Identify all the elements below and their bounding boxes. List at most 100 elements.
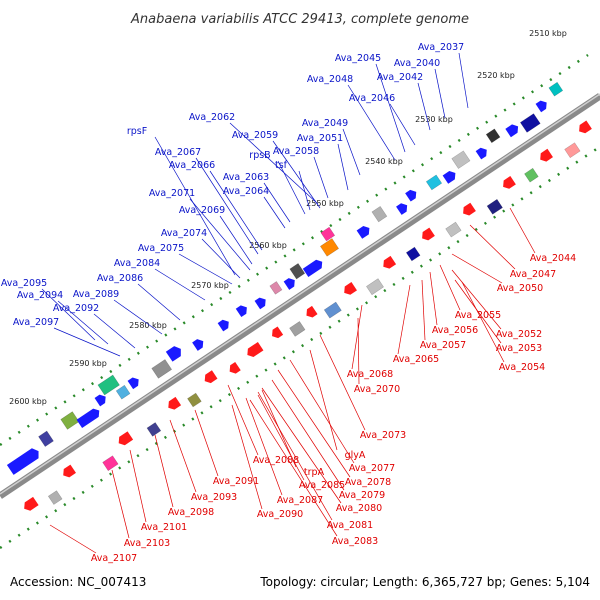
forward-gene-label[interactable]: Ava_2086 [97, 273, 143, 284]
reverse-gene-label[interactable]: trpA [304, 467, 325, 478]
reverse-gene-label[interactable]: Ava_2054 [499, 362, 545, 373]
forward-gene-5 [97, 374, 120, 396]
reverse-gene-label[interactable]: Ava_2087 [277, 495, 323, 506]
reverse-label-leader-27 [129, 449, 147, 523]
reverse-gene-label[interactable]: Ava_2107 [91, 553, 137, 564]
reverse-gene-label[interactable]: Ava_2091 [213, 476, 259, 487]
reverse-gene-label[interactable]: Ava_2044 [530, 253, 576, 264]
forward-gene-label[interactable]: Ava_2046 [349, 93, 395, 104]
forward-gene-label[interactable]: Ava_2089 [73, 289, 119, 300]
reverse-gene-label[interactable]: glyA [345, 450, 366, 461]
reverse-gene-label[interactable]: Ava_2080 [336, 503, 382, 514]
forward-gene-label[interactable]: Ava_2066 [169, 160, 215, 171]
reverse-label-leader-21 [169, 419, 197, 493]
genome-backbone-highlight [0, 93, 600, 495]
scale-label-1: 2520 kbp [477, 71, 515, 80]
forward-gene-label[interactable]: Ava_2075 [138, 243, 184, 254]
forward-label-leader-10 [337, 143, 349, 191]
forward-gene-label[interactable]: Ava_2097 [13, 317, 59, 328]
reverse-gene-27 [579, 120, 592, 134]
reverse-gene-3 [102, 455, 119, 472]
reverse-gene-label[interactable]: Ava_2070 [354, 384, 400, 395]
reverse-label-leader-24 [154, 434, 174, 508]
reverse-gene-4 [118, 431, 134, 446]
forward-gene-label[interactable]: Ava_2069 [179, 205, 225, 216]
reverse-gene-label[interactable]: Ava_2053 [496, 343, 542, 354]
reverse-gene-label[interactable]: Ava_2098 [168, 507, 214, 518]
reverse-label-leader-9 [461, 281, 505, 363]
forward-gene-25 [442, 171, 456, 184]
forward-gene-label[interactable]: Ava_2062 [189, 112, 235, 123]
forward-gene-label[interactable]: Ava_2049 [302, 118, 348, 129]
reverse-gene-label[interactable]: Ava_2068 [347, 369, 393, 380]
forward-gene-label[interactable]: Ava_2095 [1, 278, 47, 289]
forward-gene-16 [289, 263, 306, 280]
reverse-gene-label[interactable]: Ava_2083 [332, 536, 378, 547]
forward-gene-label[interactable]: Ava_2059 [232, 130, 278, 141]
forward-gene-3 [76, 408, 100, 429]
reverse-gene-label[interactable]: Ava_2093 [191, 492, 237, 503]
forward-gene-label[interactable]: tsf [275, 160, 288, 171]
reverse-gene-label[interactable]: Ava_2077 [349, 463, 395, 474]
forward-gene-label[interactable]: Ava_2048 [307, 74, 353, 85]
forward-gene-label[interactable]: Ava_2040 [394, 58, 440, 69]
forward-gene-19 [320, 226, 336, 242]
reverse-gene-label[interactable]: Ava_2050 [497, 283, 543, 294]
forward-gene-1 [38, 430, 54, 447]
reverse-gene-24 [524, 167, 539, 183]
forward-gene-label[interactable]: Ava_2084 [114, 258, 160, 269]
reverse-label-leader-28 [249, 399, 338, 537]
reverse-label-leader-30 [49, 524, 97, 554]
forward-label-leader-20 [201, 238, 241, 279]
reverse-genes [24, 120, 592, 511]
forward-gene-label[interactable]: rpsF [127, 126, 147, 137]
reverse-gene-label[interactable]: Ava_2088 [253, 455, 299, 466]
reverse-gene-label[interactable]: Ava_2065 [393, 354, 439, 365]
forward-gene-4 [94, 394, 106, 407]
reverse-gene-8 [204, 370, 218, 384]
reverse-gene-label[interactable]: Ava_2056 [432, 325, 478, 336]
reverse-gene-label[interactable]: Ava_2085 [299, 480, 345, 491]
reverse-gene-labels: Ava_2044 Ava_2047 Ava_2050 Ava_2055 Ava_2056… [49, 207, 576, 564]
forward-gene-label[interactable]: Ava_2045 [335, 53, 381, 64]
reverse-gene-label[interactable]: Ava_2090 [257, 509, 303, 520]
forward-gene-label[interactable]: Ava_2074 [161, 228, 207, 239]
forward-gene-label[interactable]: Ava_2067 [155, 147, 201, 158]
forward-gene-9 [165, 346, 181, 362]
reverse-gene-label[interactable]: Ava_2057 [420, 340, 466, 351]
reverse-label-leader-19 [257, 394, 305, 481]
reverse-gene-10 [247, 342, 264, 357]
forward-gene-32 [548, 81, 564, 97]
scale-label-6: 2570 kbp [191, 281, 229, 290]
reverse-gene-label[interactable]: Ava_2101 [141, 522, 187, 533]
forward-gene-label[interactable]: Ava_2094 [17, 290, 63, 301]
reverse-gene-label[interactable]: Ava_2055 [455, 310, 501, 321]
forward-track-guide [0, 53, 589, 447]
forward-gene-13 [254, 297, 266, 310]
forward-gene-10 [192, 339, 204, 351]
reverse-gene-label[interactable]: Ava_2103 [124, 538, 170, 549]
reverse-gene-label[interactable]: Ava_2047 [510, 269, 556, 280]
forward-gene-label[interactable]: Ava_2064 [223, 186, 269, 197]
reverse-gene-label[interactable]: Ava_2081 [327, 520, 373, 531]
forward-gene-label[interactable]: rpsB [249, 150, 270, 161]
forward-gene-label[interactable]: Ava_2092 [53, 303, 99, 314]
reverse-gene-label[interactable]: Ava_2052 [496, 329, 542, 340]
reverse-gene-14 [323, 301, 342, 319]
forward-gene-label[interactable]: Ava_2051 [297, 133, 343, 144]
forward-gene-label[interactable]: Ava_2071 [149, 188, 195, 199]
reverse-label-leader-11 [357, 317, 360, 385]
forward-gene-12 [235, 305, 247, 318]
forward-gene-label[interactable]: Ava_2042 [377, 72, 423, 83]
forward-gene-29 [505, 124, 519, 138]
forward-gene-15 [283, 278, 295, 290]
reverse-gene-label[interactable]: Ava_2078 [345, 477, 391, 488]
forward-label-leader-26 [57, 300, 109, 345]
forward-gene-label[interactable]: Ava_2037 [418, 42, 464, 53]
reverse-gene-label[interactable]: Ava_2073 [360, 430, 406, 441]
forward-label-leader-0 [458, 52, 469, 109]
forward-gene-label[interactable]: Ava_2058 [273, 146, 319, 157]
reverse-gene-label[interactable]: Ava_2079 [339, 490, 385, 501]
forward-label-leader-8 [154, 136, 236, 276]
forward-gene-label[interactable]: Ava_2063 [223, 172, 269, 183]
